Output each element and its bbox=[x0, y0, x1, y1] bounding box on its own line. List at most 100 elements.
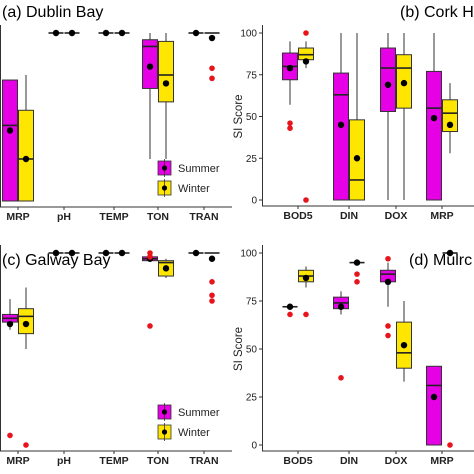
x-tick-label: DIN bbox=[340, 455, 358, 467]
y-axis-label: SI Score bbox=[233, 94, 245, 138]
box-b-winter-mrp bbox=[442, 83, 458, 154]
mean-point bbox=[102, 249, 110, 257]
mean-point bbox=[162, 265, 170, 272]
legend-key-mean bbox=[161, 165, 168, 171]
mean-point bbox=[68, 249, 76, 257]
outlier-point bbox=[385, 323, 391, 329]
x-tick-label: TON bbox=[147, 211, 169, 223]
outlier-point bbox=[447, 442, 453, 448]
x-tick-label: MRP bbox=[430, 455, 453, 467]
y-tick-label: 25 bbox=[246, 154, 258, 165]
mean-point bbox=[353, 155, 361, 162]
outlier-point bbox=[303, 30, 309, 36]
box-c-winter-ph bbox=[64, 249, 80, 257]
box-d-summer-bod5 bbox=[282, 303, 298, 318]
mean-point bbox=[6, 320, 14, 328]
box-iqr bbox=[380, 47, 396, 112]
legend-label-winter: Winter bbox=[178, 183, 210, 195]
legend-label-summer: Summer bbox=[178, 407, 220, 419]
box-a-winter-mrp bbox=[18, 75, 34, 202]
mean-point bbox=[118, 29, 126, 37]
outlier-point bbox=[287, 311, 293, 318]
panel-title: (b) Cork H bbox=[400, 4, 474, 21]
x-tick-label: pH bbox=[57, 455, 71, 467]
outlier-point bbox=[303, 311, 309, 318]
x-tick-label: pH bbox=[57, 211, 71, 223]
outlier-point bbox=[147, 250, 153, 256]
mean-point bbox=[302, 274, 310, 282]
x-tick-label: TEMP bbox=[99, 455, 128, 467]
x-tick-label: BOD5 bbox=[283, 210, 312, 222]
panel-b: (b) Cork H 0 25 50 75 100 SI Score BOD5 DIN DOX MR… bbox=[233, 4, 474, 222]
box-a-summer-ton bbox=[142, 33, 158, 159]
mean-point bbox=[286, 303, 294, 310]
mean-point bbox=[384, 81, 392, 88]
mean-point bbox=[430, 393, 438, 401]
x-tick-label: TRAN bbox=[189, 455, 218, 467]
mean-point bbox=[162, 80, 170, 87]
legend-key-mean bbox=[161, 409, 168, 415]
outlier-point bbox=[209, 75, 215, 82]
box-iqr bbox=[2, 79, 18, 202]
legend-key-mean bbox=[161, 429, 168, 435]
outlier-point bbox=[209, 292, 215, 299]
outlier-point bbox=[354, 271, 360, 277]
box-iqr bbox=[426, 70, 442, 201]
box-b-winter-din bbox=[349, 33, 365, 201]
box-d-winter-din bbox=[349, 259, 365, 285]
mean-point bbox=[102, 29, 110, 37]
outlier-point bbox=[209, 279, 215, 285]
x-tick-label: DIN bbox=[340, 210, 358, 222]
mean-point bbox=[6, 127, 14, 134]
outlier-point bbox=[303, 197, 309, 203]
mean-point bbox=[22, 155, 30, 163]
mean-point bbox=[337, 303, 345, 310]
box-d-winter-bod5 bbox=[298, 266, 314, 318]
box-c-summer-mrp bbox=[2, 299, 18, 439]
box-iqr bbox=[298, 47, 314, 61]
outlier-point bbox=[354, 279, 360, 285]
x-tick-label: BOD5 bbox=[283, 455, 312, 467]
box-a-winter-ton bbox=[158, 33, 174, 159]
box-c-winter-temp bbox=[114, 249, 130, 257]
y-tick-label: 50 bbox=[246, 345, 258, 356]
outlier-point bbox=[7, 432, 13, 439]
box-b-summer-din bbox=[333, 33, 349, 201]
mean-point bbox=[192, 249, 200, 257]
mean-point bbox=[302, 58, 310, 65]
panel-d: (d) Mulrc 0 25 50 75 100 SI Score BOD5 DIN DOX MRP bbox=[233, 245, 474, 467]
outlier-point bbox=[209, 65, 215, 72]
mean-point bbox=[400, 341, 408, 349]
x-tick-label: MRP bbox=[430, 210, 453, 222]
legend-label-winter: Winter bbox=[178, 427, 210, 439]
box-c-winter-tran bbox=[204, 252, 220, 304]
x-tick-label: MRP bbox=[6, 455, 29, 467]
box-c-winter-ton bbox=[158, 258, 174, 278]
box-c-summer-tran bbox=[188, 249, 204, 257]
box-c-winter-mrp bbox=[18, 287, 34, 448]
box-iqr bbox=[442, 99, 458, 133]
outlier-point bbox=[287, 120, 293, 126]
box-c-summer-ton bbox=[142, 250, 158, 329]
outlier-point bbox=[23, 442, 29, 448]
box-b-winter-dox bbox=[396, 33, 412, 200]
mean-point bbox=[52, 249, 60, 257]
mean-point bbox=[208, 255, 216, 262]
box-b-summer-mrp bbox=[426, 33, 442, 201]
box-d-summer-din bbox=[333, 291, 349, 381]
legend-label-summer: Summer bbox=[178, 163, 220, 175]
mean-point bbox=[192, 29, 200, 37]
outlier-point bbox=[287, 125, 293, 131]
panel-title: (d) Mulrc bbox=[409, 252, 472, 269]
box-a-winter-ph bbox=[64, 29, 80, 37]
outlier-point bbox=[385, 255, 391, 262]
mean-point bbox=[52, 29, 60, 37]
x-tick-label: TRAN bbox=[189, 211, 218, 223]
mean-point bbox=[353, 259, 361, 266]
mean-point bbox=[68, 29, 76, 37]
y-tick-label: 100 bbox=[240, 29, 257, 40]
box-iqr bbox=[333, 72, 349, 201]
mean-point bbox=[446, 249, 454, 257]
box-iqr bbox=[426, 365, 442, 446]
